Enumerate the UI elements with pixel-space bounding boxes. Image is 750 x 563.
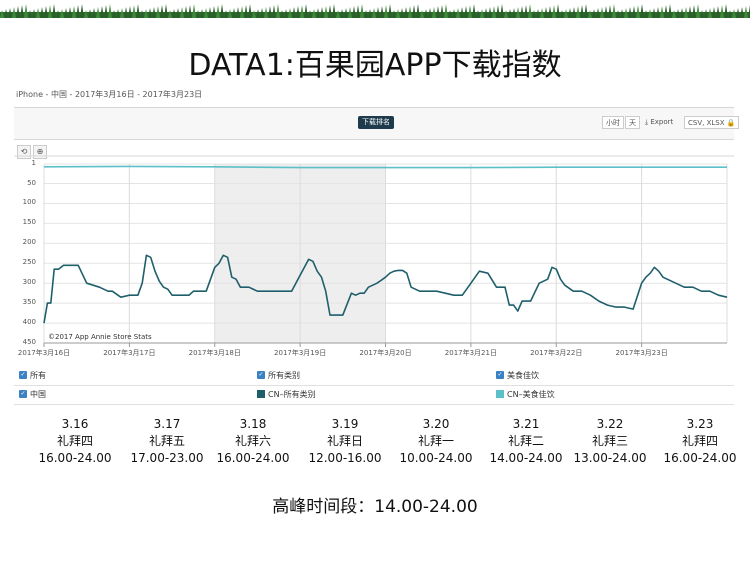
- day-date: 3.23: [686, 417, 714, 431]
- x-tick-label: 2017年3月19日: [274, 349, 327, 357]
- y-tick-label: 400: [22, 318, 36, 327]
- y-tick-label: 350: [22, 298, 36, 307]
- copyright: ©2017 App Annie Store Stats: [48, 333, 152, 341]
- hedge-border: [0, 4, 750, 18]
- y-tick-label: 200: [22, 238, 36, 247]
- day-column: 3.20 礼拜一 10.00-24.00: [391, 416, 481, 467]
- day-column: 3.16 礼拜四 16.00-24.00: [30, 416, 120, 467]
- day-weekday: 礼拜六: [234, 434, 271, 448]
- rank-line-chart: [14, 155, 734, 347]
- lock-icon: 🔒: [726, 119, 736, 127]
- slide-title: DATA1:百果园APP下载指数: [188, 48, 562, 83]
- hour-button[interactable]: 小时: [602, 116, 624, 129]
- day-date: 3.17: [153, 417, 181, 431]
- y-tick-label: 450: [22, 338, 36, 346]
- day-column: 3.19 礼拜日 12.00-16.00: [300, 416, 390, 467]
- tab-download-rank[interactable]: 下载排名: [358, 116, 394, 129]
- series-all-categories-line: [43, 254, 728, 324]
- y-tick-label: 300: [22, 278, 36, 287]
- day-weekday: 礼拜日: [326, 434, 363, 448]
- day-button[interactable]: 天: [625, 116, 640, 129]
- day-date: 3.19: [331, 417, 359, 431]
- day-peak: 12.00-16.00: [308, 451, 382, 465]
- day-date: 3.21: [512, 417, 540, 431]
- day-column: 3.22 礼拜三 13.00-24.00: [565, 416, 655, 467]
- legend-all[interactable]: ✓ 所有: [19, 370, 46, 380]
- checkbox-icon: ✓: [496, 370, 504, 379]
- legend-china[interactable]: ✓ 中国: [19, 389, 46, 399]
- checkbox-icon: ✓: [257, 370, 265, 379]
- day-peak: 16.00-24.00: [38, 451, 112, 465]
- swatch-icon: [496, 389, 504, 398]
- y-tick-label: 100: [22, 198, 36, 207]
- legend-series-food-drink[interactable]: CN–美食佳饮: [496, 385, 555, 404]
- y-tick-label: 150: [22, 218, 36, 227]
- day-peak: 16.00-24.00: [663, 451, 737, 465]
- day-column: 3.17 礼拜五 17.00-23.00: [122, 416, 212, 467]
- legend-series-all-categories[interactable]: CN–所有类别: [257, 385, 316, 404]
- day-weekday: 礼拜一: [417, 434, 454, 448]
- peak-summary: 高峰时间段：14.00-24.00: [272, 497, 478, 517]
- download-icon: ⤓: [645, 118, 649, 126]
- legend-row-1: ✓ 所有 ✓ 所有类别 ✓ 美食佳饮: [14, 366, 734, 386]
- day-column: 3.18 礼拜六 16.00-24.00: [208, 416, 298, 467]
- checkbox-icon: ✓: [19, 389, 27, 398]
- day-peak: 10.00-24.00: [399, 451, 473, 465]
- day-date: 3.22: [596, 417, 624, 431]
- legend-food-drink[interactable]: ✓ 美食佳饮: [496, 370, 539, 380]
- day-date: 3.16: [61, 417, 89, 431]
- legend-row-2: ✓ 中国 CN–所有类别 CN–美食佳饮: [14, 385, 734, 405]
- export-link[interactable]: ⤓ Export: [645, 116, 673, 129]
- x-tick-label: 2017年3月16日: [17, 349, 71, 357]
- x-tick-label: 2017年3月22日: [530, 349, 583, 357]
- x-tick-label: 2017年3月21日: [444, 349, 497, 357]
- day-peak: 16.00-24.00: [216, 451, 290, 465]
- format-label: CSV, XLSX: [688, 119, 725, 127]
- y-tick-label: 1: [31, 159, 36, 167]
- chart-subtitle: iPhone - 中国 - 2017年3月16日 - 2017年3月23日: [16, 90, 203, 99]
- day-weekday: 礼拜二: [507, 434, 544, 448]
- day-column: 3.21 礼拜二 14.00-24.00: [481, 416, 571, 467]
- series-food-drink-line: [43, 165, 727, 169]
- x-tick-label: 2017年3月20日: [359, 349, 412, 357]
- day-peak: 17.00-23.00: [130, 451, 204, 465]
- swatch-icon: [257, 389, 265, 398]
- y-tick-label: 250: [22, 258, 36, 267]
- day-peak: 13.00-24.00: [573, 451, 647, 465]
- y-tick-label: 50: [27, 178, 36, 187]
- day-weekday: 礼拜三: [591, 434, 628, 448]
- day-column: 3.23 礼拜四 16.00-24.00: [655, 416, 745, 467]
- legend-all-categories[interactable]: ✓ 所有类别: [257, 370, 300, 380]
- day-weekday: 礼拜四: [56, 434, 93, 448]
- format-button[interactable]: CSV, XLSX 🔒: [684, 116, 740, 129]
- day-weekday: 礼拜四: [681, 434, 718, 448]
- day-date: 3.18: [239, 417, 267, 431]
- day-peak: 14.00-24.00: [489, 451, 563, 465]
- day-date: 3.20: [422, 417, 450, 431]
- x-tick-label: 2017年3月18日: [188, 349, 241, 357]
- checkbox-icon: ✓: [19, 370, 27, 379]
- export-label: Export: [650, 118, 674, 126]
- day-weekday: 礼拜五: [148, 434, 185, 448]
- x-tick-label: 2017年3月23日: [615, 349, 668, 357]
- x-tick-label: 2017年3月17日: [103, 349, 156, 357]
